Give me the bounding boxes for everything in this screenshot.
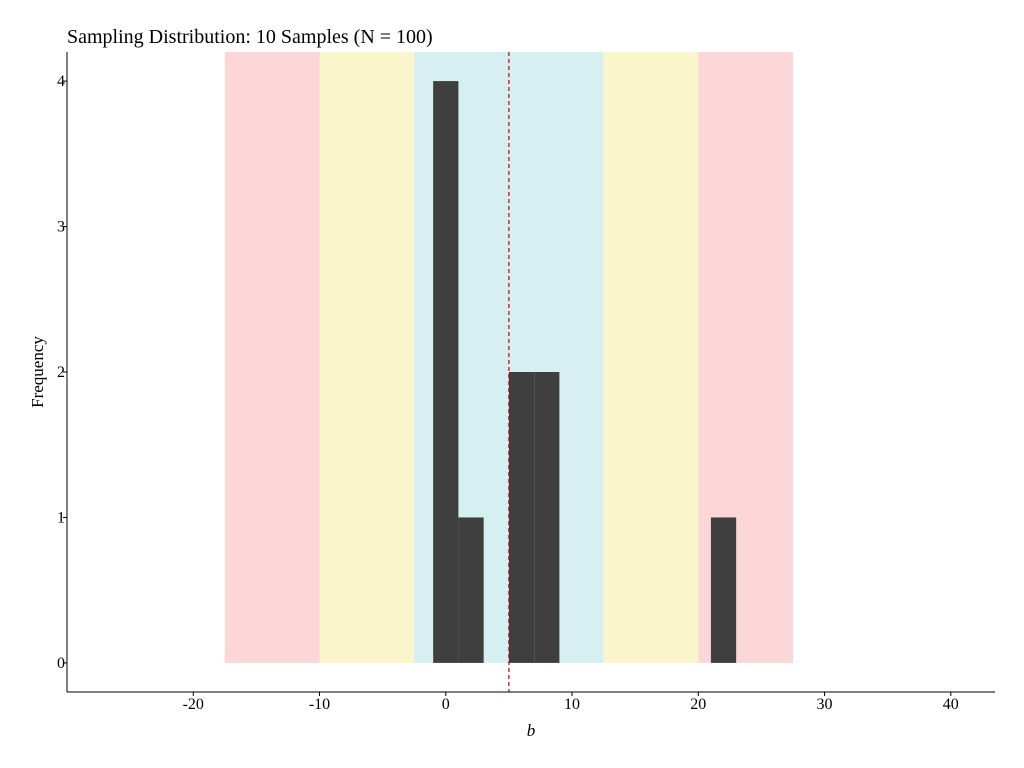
x-tick-label-5: 30 (817, 696, 833, 713)
y-tick-label-2: 2 (57, 364, 65, 381)
bar-4 (710, 517, 737, 663)
x-tick-label-3: 10 (564, 696, 580, 713)
y-tick-label-0: 0 (57, 655, 65, 672)
band-1 (319, 52, 415, 663)
chart-title: Sampling Distribution: 10 Samples (N = 1… (67, 26, 433, 48)
bar-0 (433, 81, 459, 663)
x-tick-label-6: 40 (943, 696, 959, 713)
x-tick-label-1: -10 (309, 696, 330, 713)
x-tick-label-4: 20 (690, 696, 706, 713)
y-axis-ticks: 0 1 2 3 4 (57, 73, 67, 672)
y-axis-title: Frequency (28, 336, 47, 408)
y-tick-label-1: 1 (57, 509, 65, 526)
y-tick-label-4: 4 (57, 73, 65, 90)
bar-1 (458, 517, 484, 663)
x-axis-ticks: -20 -10 0 10 20 30 40 (183, 692, 959, 713)
bar-2 (508, 372, 535, 663)
bar-3 (534, 372, 560, 663)
x-tick-label-0: -20 (183, 696, 204, 713)
y-tick-label-3: 3 (57, 219, 65, 236)
histogram-bars (433, 81, 737, 663)
band-3 (603, 52, 699, 663)
x-axis-title: b (527, 721, 536, 740)
band-0 (224, 52, 320, 663)
x-tick-label-2: 0 (442, 696, 450, 713)
